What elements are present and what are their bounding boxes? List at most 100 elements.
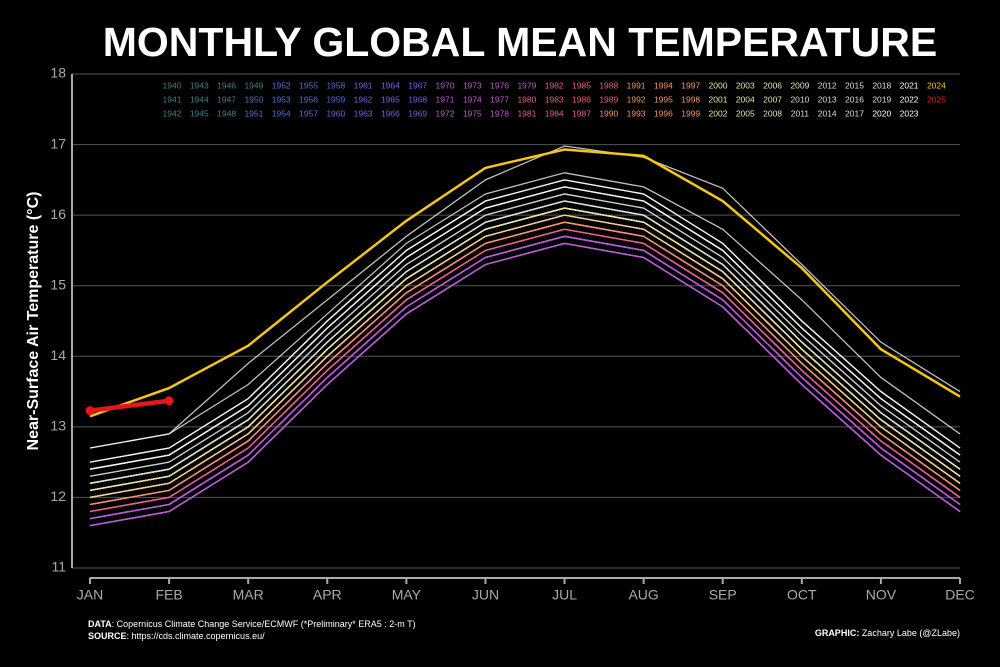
footer-graphic: GRAPHIC: Zachary Labe (@ZLabe)	[815, 628, 960, 638]
footer-text: Zachary Labe (@ZLabe)	[859, 628, 960, 638]
legend-entry: 2012	[818, 80, 837, 90]
legend-entry: 1957	[299, 108, 318, 118]
footer-source: SOURCE: https://cds.climate.copernicus.e…	[88, 631, 265, 641]
legend-entry: 1982	[545, 80, 564, 90]
point	[164, 396, 174, 406]
x-tick-label: AUG	[628, 587, 658, 603]
legend-entry: 2020	[872, 108, 891, 118]
series-line	[89, 235, 961, 520]
legend-entry: 1995	[654, 94, 673, 104]
legend-entry: 2011	[791, 108, 810, 118]
y-axis-label: Near-Surface Air Temperature (°C)	[25, 192, 42, 451]
legend-entry: 1994	[654, 80, 673, 90]
series-line	[89, 207, 961, 492]
y-tick-label: 13	[50, 418, 66, 434]
legend-entry: 1955	[299, 80, 318, 90]
footer-key: DATA	[88, 619, 112, 629]
legend-entry: 2009	[790, 80, 809, 90]
x-tick-label: JUN	[472, 587, 499, 603]
x-tick-label: MAR	[233, 587, 264, 603]
legend-entry: 1972	[436, 108, 455, 118]
legend-entry: 1991	[627, 80, 646, 90]
legend-entry: 1983	[545, 94, 564, 104]
chart-title: MONTHLY GLOBAL MEAN TEMPERATURE	[103, 19, 937, 65]
legend-entry: 1973	[463, 80, 482, 90]
series-line	[89, 228, 961, 513]
x-tick-label: APR	[313, 587, 342, 603]
legend-entry: 1987	[572, 108, 591, 118]
y-tick-label: 15	[50, 276, 66, 292]
series-line	[89, 179, 961, 463]
legend-entry: 1966	[381, 108, 400, 118]
legend-entry: 2016	[845, 94, 864, 104]
x-tick-label: NOV	[866, 587, 897, 603]
series-line	[89, 193, 961, 477]
legend-entry: 1963	[354, 108, 373, 118]
legend-entry: 2021	[900, 80, 919, 90]
legend-entry: 1981	[517, 108, 536, 118]
legend-entry: 1959	[326, 94, 345, 104]
legend-entry: 1944	[190, 94, 209, 104]
legend-entry: 2013	[818, 94, 837, 104]
legend-entry: 2014	[818, 108, 837, 118]
legend-entry: 2024	[927, 80, 946, 90]
footer-key: GRAPHIC:	[815, 628, 860, 638]
legend-entry: 1965	[381, 94, 400, 104]
legend-entry: 1999	[681, 108, 700, 118]
legend-entry: 1974	[463, 94, 482, 104]
legend-entry: 2019	[872, 94, 891, 104]
series-line	[89, 172, 961, 449]
legend-entry: 2015	[845, 80, 864, 90]
series-line	[89, 214, 961, 499]
legend-entry: 1976	[490, 80, 509, 90]
legend-entry: 1969	[408, 108, 427, 118]
legend-entry: 1984	[545, 108, 564, 118]
y-tick-label: 14	[50, 347, 66, 363]
point	[85, 406, 95, 416]
legend-entry: 1953	[272, 94, 291, 104]
legend-entry: 2001	[709, 94, 728, 104]
legend-entry: 2017	[845, 108, 864, 118]
legend-entry: 1988	[599, 80, 618, 90]
legend-entry: 1998	[681, 94, 700, 104]
legend-entry: 2005	[736, 108, 755, 118]
legend-entry: 1975	[463, 108, 482, 118]
y-tick-label: 17	[50, 135, 66, 151]
legend-entry: 2025	[927, 94, 946, 104]
legend-entry: 2023	[900, 108, 919, 118]
legend-entry: 1962	[354, 94, 373, 104]
legend-entry: 1946	[217, 80, 236, 90]
x-tick-label: JUL	[552, 587, 577, 603]
series-line	[89, 242, 961, 527]
legend-entry: 1977	[490, 94, 509, 104]
legend-entry: 1940	[163, 80, 182, 90]
legend-entry: 1942	[163, 108, 182, 118]
legend-entry: 1961	[354, 80, 373, 90]
x-tick-label: MAY	[392, 587, 422, 603]
legend-entry: 1997	[681, 80, 700, 90]
y-tick-label: 12	[50, 488, 66, 504]
legend-entry: 1989	[599, 94, 618, 104]
y-tick-label: 11	[51, 559, 66, 575]
legend-entry: 1990	[599, 108, 618, 118]
footer-text: : https://cds.climate.copernicus.eu/	[127, 631, 266, 641]
footer-key: SOURCE	[88, 631, 127, 641]
series-line	[89, 200, 961, 484]
legend-entry: 1941	[163, 94, 182, 104]
series-line	[89, 186, 961, 470]
legend-entry: 2022	[900, 94, 919, 104]
legend-entry: 1948	[217, 108, 236, 118]
legend-entry: 1993	[627, 108, 646, 118]
legend-entry: 1958	[326, 80, 345, 90]
x-tick-label: OCT	[787, 587, 817, 603]
legend-entry: 1996	[654, 108, 673, 118]
legend-entry: 1992	[627, 94, 646, 104]
legend-entry: 1949	[244, 80, 263, 90]
legend-entry: 2008	[763, 108, 782, 118]
legend-entry: 2003	[736, 80, 755, 90]
legend-entry: 1968	[408, 94, 427, 104]
legend-entry: 1985	[572, 80, 591, 90]
x-tick-label: JAN	[77, 587, 103, 603]
